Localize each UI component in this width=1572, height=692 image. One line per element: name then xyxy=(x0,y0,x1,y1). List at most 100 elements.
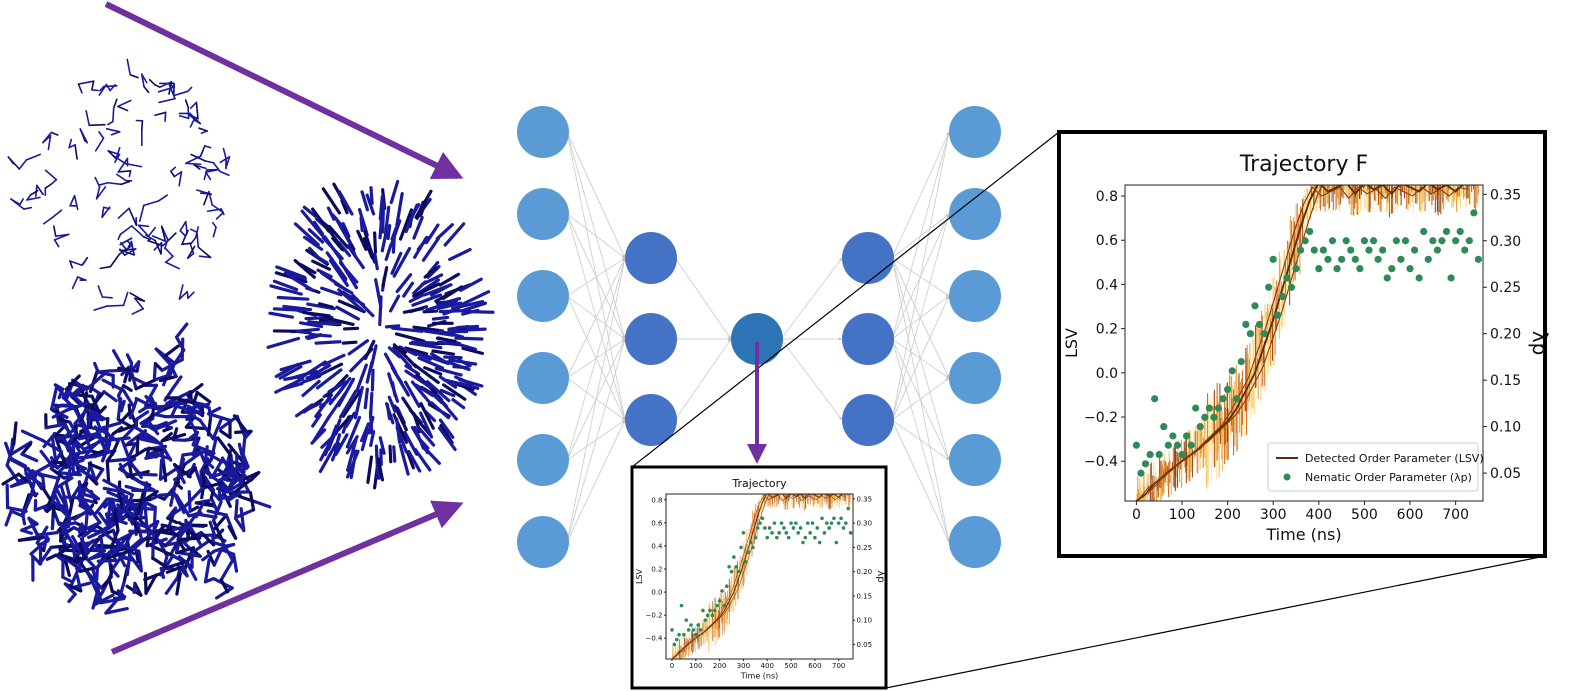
lambda-point xyxy=(1410,246,1419,254)
plot-area xyxy=(671,494,851,659)
polymer-segment xyxy=(50,131,59,136)
lambda-point xyxy=(1278,292,1286,301)
polymer-segment xyxy=(124,484,146,493)
polymer-segment xyxy=(134,377,158,391)
polymer-segment xyxy=(151,528,176,533)
polymer-segment xyxy=(93,305,108,311)
polymer-segment xyxy=(297,360,327,381)
lambda-point xyxy=(772,521,777,525)
polymer-segment xyxy=(133,297,145,310)
lambda-point xyxy=(674,637,679,642)
polymer-segment xyxy=(316,268,333,279)
polymer-segment xyxy=(170,166,177,173)
lambda-point xyxy=(801,540,805,545)
polymer-segment xyxy=(164,261,181,270)
polymer-segment xyxy=(4,509,13,527)
lambda-point xyxy=(848,531,853,535)
lambda-point xyxy=(822,531,827,535)
polymer-segment xyxy=(39,449,52,464)
polymer-segment xyxy=(174,335,186,352)
polymer-segment xyxy=(158,374,178,383)
polymer-segment xyxy=(128,207,134,217)
polymer-segment xyxy=(136,489,146,516)
polymer-segment xyxy=(266,336,301,349)
polymer-segment xyxy=(17,472,28,483)
polymer-segment xyxy=(148,493,162,502)
polymer-segment xyxy=(403,380,421,408)
polymer-segment xyxy=(98,131,105,140)
polymer-segment xyxy=(97,285,104,298)
polymer-segment xyxy=(74,144,78,160)
lambda-point xyxy=(682,632,686,637)
polymer-segment xyxy=(94,467,105,481)
network-edge xyxy=(566,338,626,543)
polymer-segment xyxy=(123,248,137,256)
polymer-segment xyxy=(353,385,364,420)
polymer-segment xyxy=(337,190,354,216)
polymer-segment xyxy=(417,356,445,370)
polymer-segment xyxy=(134,548,140,564)
polymer-segment xyxy=(47,135,52,151)
lambda-point xyxy=(696,623,700,627)
polymer-segment xyxy=(401,396,419,422)
polymer-segment xyxy=(5,505,28,513)
network-connections xyxy=(566,131,950,543)
polymer-segment xyxy=(180,410,197,415)
polymer-segment xyxy=(219,558,235,582)
polymer-segment xyxy=(69,260,83,267)
hidden-node xyxy=(625,232,677,284)
polymer-segment xyxy=(402,307,424,314)
polymer-segment xyxy=(100,442,112,463)
lambda-point xyxy=(836,521,841,525)
polymer-segment xyxy=(275,265,307,279)
polymer-segment xyxy=(85,371,107,391)
polymer-segment xyxy=(49,467,66,480)
polymer-segment xyxy=(222,147,227,160)
network-edge xyxy=(891,131,950,421)
polymer-segment xyxy=(186,290,189,300)
polymer-segment xyxy=(212,226,217,238)
lambda-point xyxy=(732,555,736,559)
polymer-segment xyxy=(390,251,403,275)
lambda-point xyxy=(1420,227,1428,236)
polymer-segment xyxy=(121,384,133,392)
polymer-segment xyxy=(442,307,461,316)
lambda-point xyxy=(1210,413,1218,421)
polymer-segment xyxy=(444,301,463,309)
lambda-point xyxy=(810,521,815,525)
polymer-segment xyxy=(69,194,76,207)
lambda-point xyxy=(791,526,796,530)
polymer-segment xyxy=(44,183,53,189)
polymer-segment xyxy=(188,413,202,422)
polymer-segment xyxy=(99,265,112,270)
polymer-segment xyxy=(329,259,348,282)
polymer-segment xyxy=(370,368,375,392)
polymer-segment xyxy=(21,513,27,526)
polymer-segment xyxy=(384,324,401,329)
polymer-segment xyxy=(25,153,42,161)
polymer-segment xyxy=(77,431,99,441)
polymer-segment xyxy=(8,456,27,468)
polymer-segment xyxy=(67,592,77,604)
lambda-point xyxy=(1155,450,1163,459)
polymer-segment xyxy=(78,542,87,561)
polymer-segment xyxy=(272,279,299,292)
x-tick-label: 400 xyxy=(1305,507,1332,523)
polymer-segment xyxy=(395,192,404,227)
lambda-point xyxy=(1315,265,1323,273)
polymer-segment xyxy=(54,476,74,490)
polymer-segment xyxy=(236,508,256,519)
polymer-segment xyxy=(150,412,167,419)
polymer-segment xyxy=(253,500,272,509)
lambda-point xyxy=(1141,460,1150,468)
polymer-segment xyxy=(96,558,118,563)
polymer-segment xyxy=(207,406,213,420)
output-node xyxy=(949,106,1001,158)
x-tick-label: 600 xyxy=(1397,507,1424,523)
polymer-segment xyxy=(89,386,102,396)
polymer-segment xyxy=(237,494,258,504)
polymer-segment xyxy=(59,419,72,435)
polymer-segment xyxy=(395,426,408,454)
lambda-point xyxy=(729,569,734,574)
polymer-segment xyxy=(307,321,341,326)
